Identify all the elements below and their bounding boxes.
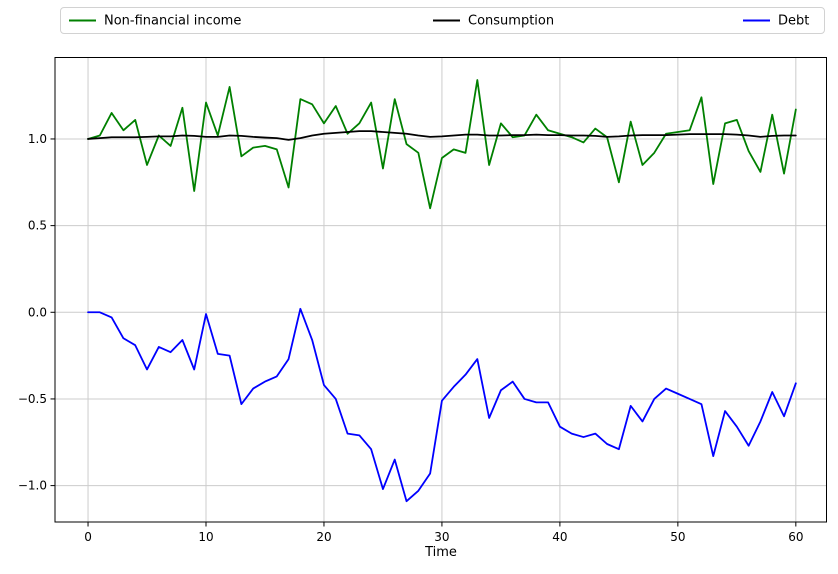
legend: Non-financial income Consumption Debt [60, 7, 825, 34]
series-line-debt [87, 307, 797, 503]
series-line-non-financial-income [87, 79, 797, 210]
legend-label-consumption: Consumption [468, 13, 555, 28]
y-tick-label: −1.0 [18, 479, 47, 493]
x-axis-title: Time [425, 545, 457, 560]
series-line-consumption [87, 130, 797, 141]
x-tick-label: 50 [670, 530, 685, 544]
legend-line-sample-blue-icon [743, 19, 770, 22]
plot-border [54, 57, 827, 523]
x-tick-label: 10 [198, 530, 213, 544]
legend-line-sample-green-icon [69, 19, 96, 22]
legend-entry-non-financial-income: Non-financial income [69, 13, 241, 28]
y-tick-label: 0.0 [28, 305, 47, 319]
legend-label-debt: Debt [778, 13, 810, 28]
x-tick-label: 0 [84, 530, 92, 544]
y-tick-label: 0.5 [28, 219, 47, 233]
x-tick-label: 40 [552, 530, 567, 544]
legend-label-non-financial-income: Non-financial income [104, 13, 242, 28]
x-tick-label: 30 [434, 530, 449, 544]
legend-entry-debt: Debt [743, 13, 809, 28]
y-tick-label: 1.0 [28, 132, 47, 146]
y-tick-label: −0.5 [18, 392, 47, 406]
legend-entry-consumption: Consumption [433, 13, 554, 28]
x-tick-label: 20 [316, 530, 331, 544]
x-tick-label: 60 [788, 530, 803, 544]
legend-line-sample-black-icon [433, 19, 460, 22]
